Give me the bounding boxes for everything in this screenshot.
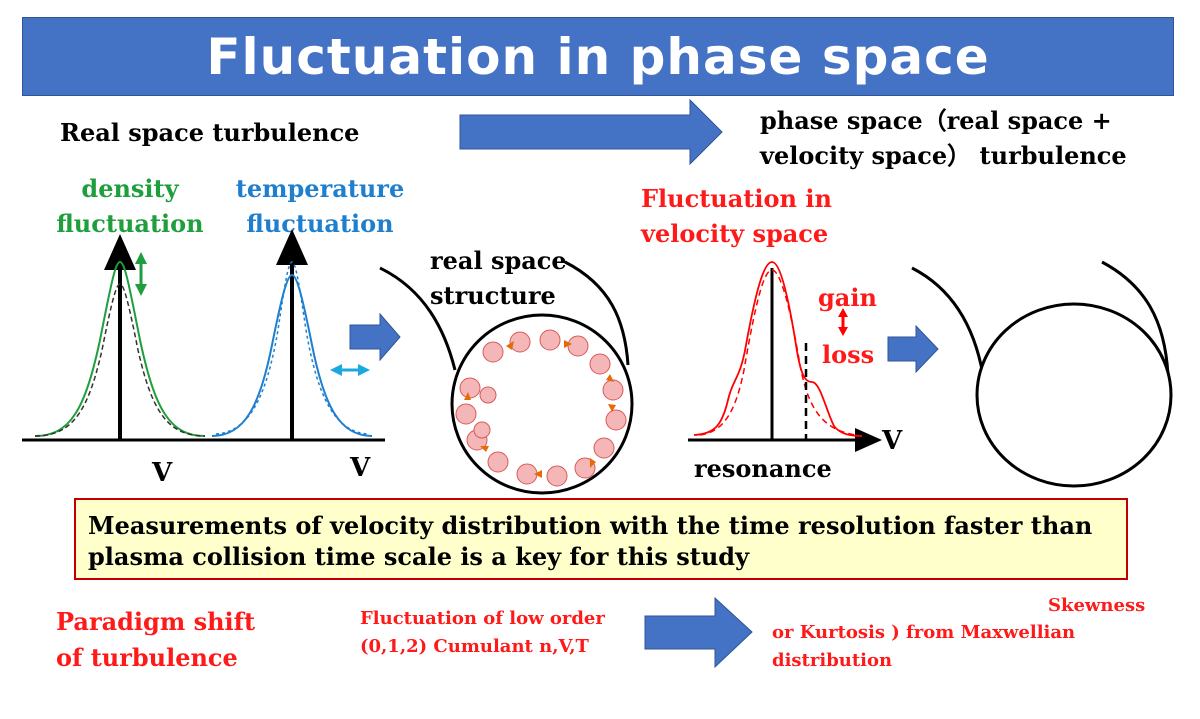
density-label-line2: fluctuation	[56, 209, 204, 238]
real-space-structure-line1: real space	[430, 246, 567, 275]
density-arrow-down	[135, 284, 147, 296]
temperature-arrow-right	[358, 364, 370, 376]
gain-loss-arrow-down	[838, 327, 848, 336]
title-bar: Fluctuation in phase space	[22, 17, 1174, 96]
eddy-arrows	[464, 340, 616, 478]
arrow-to-real-space	[349, 312, 401, 362]
resonance-label: resonance	[694, 454, 832, 483]
temperature-curve-solid	[211, 273, 373, 437]
velocity-axis-label: V	[882, 426, 903, 456]
density-label-line1: density	[81, 174, 179, 203]
phase-space-label-line2: velocity space） turbulence	[760, 141, 1127, 170]
paradigm-shift-line1: Paradigm shift	[56, 607, 256, 636]
phase-space-label-line1: phase space（real space +	[760, 106, 1112, 135]
density-curve-dashed	[34, 283, 206, 437]
gain-loss-arrow-up	[838, 308, 848, 317]
temperature-label-line1: temperature	[235, 174, 405, 203]
velocity-curve-dashed	[699, 269, 857, 436]
key-statement-text: Measurements of velocity distribution wi…	[88, 511, 1093, 571]
paradigm-shift-line2: of turbulence	[56, 643, 238, 672]
low-order-line1: Fluctuation of low order	[360, 608, 605, 629]
real-space-structure	[379, 260, 634, 495]
bottom-arrow	[644, 596, 753, 669]
skewness-label: Skewness	[1048, 595, 1146, 616]
temperature-curve-dashed	[215, 261, 369, 435]
unknown-left-curve	[911, 266, 985, 376]
temperature-arrow-left	[330, 364, 342, 376]
velocity-plot	[688, 261, 882, 452]
density-arrow-up	[135, 252, 147, 264]
velocity-curve-solid	[693, 261, 863, 437]
density-curve-solid	[34, 260, 206, 437]
kurtosis-line1: or Kurtosis ) from Maxwellian	[772, 622, 1076, 643]
real-space-turbulence-label: Real space turbulence	[60, 118, 360, 147]
page-title: Fluctuation in phase space	[206, 27, 990, 86]
velocity-label-line2: velocity space	[641, 219, 829, 248]
gain-label: gain	[818, 283, 877, 312]
kurtosis-line2: distribution	[772, 650, 893, 671]
density-plot	[22, 234, 210, 442]
temperature-axis-label: V	[350, 453, 371, 483]
loss-label: loss	[822, 340, 875, 369]
low-order-line2: (0,1,2) Cumulant n,V,T	[360, 636, 589, 657]
real-space-left-curve	[379, 266, 457, 371]
arrow-to-unknown	[887, 324, 939, 374]
density-axis-label: V	[152, 458, 173, 488]
key-statement-box: Measurements of velocity distribution wi…	[74, 498, 1128, 580]
real-space-structure-line2: structure	[430, 281, 556, 310]
top-arrow	[459, 98, 723, 166]
temperature-label-line2: fluctuation	[246, 209, 394, 238]
phase-space-unknown	[911, 260, 1173, 488]
velocity-label-line1: Fluctuation in	[641, 184, 832, 213]
unknown-circle	[975, 302, 1173, 488]
eddies	[455, 329, 627, 487]
real-space-right-curve	[564, 260, 630, 366]
unknown-right-curve	[1101, 260, 1170, 376]
temperature-plot	[210, 229, 385, 442]
